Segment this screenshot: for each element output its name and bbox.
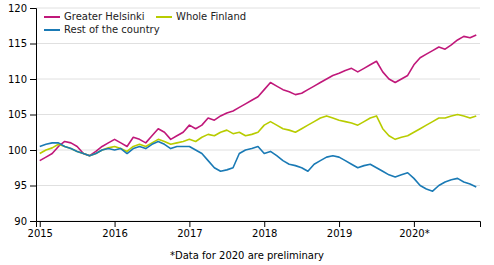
y-axis-tick: 105	[8, 109, 36, 120]
x-axis-tick: 2017	[177, 221, 202, 239]
y-axis-tick-label: 110	[8, 74, 27, 85]
x-axis-tick: 2019	[327, 221, 352, 239]
y-axis-tick: 100	[8, 145, 36, 156]
x-axis-tick-label: 2017	[177, 228, 202, 239]
legend: Greater Helsinki Whole Finland Rest of the…	[44, 11, 246, 35]
y-axis-tick-label: 90	[14, 216, 27, 227]
legend-item: Greater Helsinki	[44, 11, 145, 22]
series-line	[40, 141, 477, 191]
grid-line	[36, 43, 480, 44]
y-axis-line	[30, 9, 37, 222]
x-axis-tick-label: 2016	[102, 228, 127, 239]
y-axis-tick: 95	[14, 180, 36, 191]
y-axis-tick-mark	[30, 186, 36, 187]
plot: 2015 2016 2017 2018 2019 2020* 90 95 100 105 110 11…	[8, 3, 481, 239]
y-axis-tick: 110	[8, 74, 36, 85]
y-axis-tick-mark	[30, 150, 36, 151]
y-axis-tick: 90	[14, 216, 36, 227]
grid-line	[36, 8, 480, 9]
grid-line	[36, 114, 480, 115]
legend-swatch	[44, 16, 60, 18]
y-axis-tick-mark	[30, 8, 36, 9]
legend-item: Rest of the country	[44, 24, 160, 35]
legend-item: Whole Finland	[156, 11, 246, 22]
y-axis-tick-label: 120	[8, 3, 27, 14]
y-axis-tick: 120	[8, 3, 36, 14]
grid-line	[36, 185, 480, 186]
x-axis-tick: 2020*	[399, 221, 429, 239]
y-axis-tick-label: 105	[8, 109, 27, 120]
grid-line	[36, 79, 480, 80]
x-axis-tick-mark	[40, 221, 41, 227]
lines	[40, 35, 477, 191]
x-axis-tick-label: 2018	[252, 228, 277, 239]
y-axis-tick-mark	[30, 79, 36, 80]
legend-label: Whole Finland	[176, 11, 246, 22]
y-axis-tick-mark	[30, 221, 36, 222]
y-axis-tick-mark	[30, 115, 36, 116]
y-axis-tick: 115	[8, 38, 36, 49]
footnote: *Data for 2020 are preliminary	[170, 250, 324, 261]
grid	[36, 8, 480, 221]
x-axis-tick-label: 2019	[327, 228, 352, 239]
y-axis-tick-label: 115	[8, 38, 27, 49]
x-axis-tick-mark	[264, 221, 265, 227]
legend-swatch	[44, 29, 60, 31]
x-axis-tick: 2018	[252, 221, 277, 239]
x-axis-tick: 2016	[102, 221, 127, 239]
series-line	[40, 35, 477, 161]
y-axis-tick-label: 100	[8, 145, 27, 156]
legend-swatch	[156, 16, 172, 18]
y-axis-tick-label: 95	[14, 180, 27, 191]
x-axis-tick-mark	[189, 221, 190, 227]
x-axis-tick: 2015	[28, 221, 53, 239]
x-axis-line	[37, 222, 481, 228]
y-axis: 90 95 100 105 110 115 120	[8, 3, 37, 227]
legend-label: Rest of the country	[64, 24, 160, 35]
x-axis: 2015 2016 2017 2018 2019 2020*	[28, 221, 481, 239]
x-axis-tick-mark	[339, 221, 340, 227]
x-axis-tick-label: 2015	[28, 228, 53, 239]
legend-label: Greater Helsinki	[64, 11, 145, 22]
y-axis-tick-mark	[30, 44, 36, 45]
x-axis-tick-label: 2020*	[399, 228, 429, 239]
chart: 2015 2016 2017 2018 2019 2020* 90 95 100 105 110 11…	[0, 0, 494, 265]
x-axis-tick-mark	[115, 221, 116, 227]
x-axis-tick-mark	[414, 221, 415, 227]
